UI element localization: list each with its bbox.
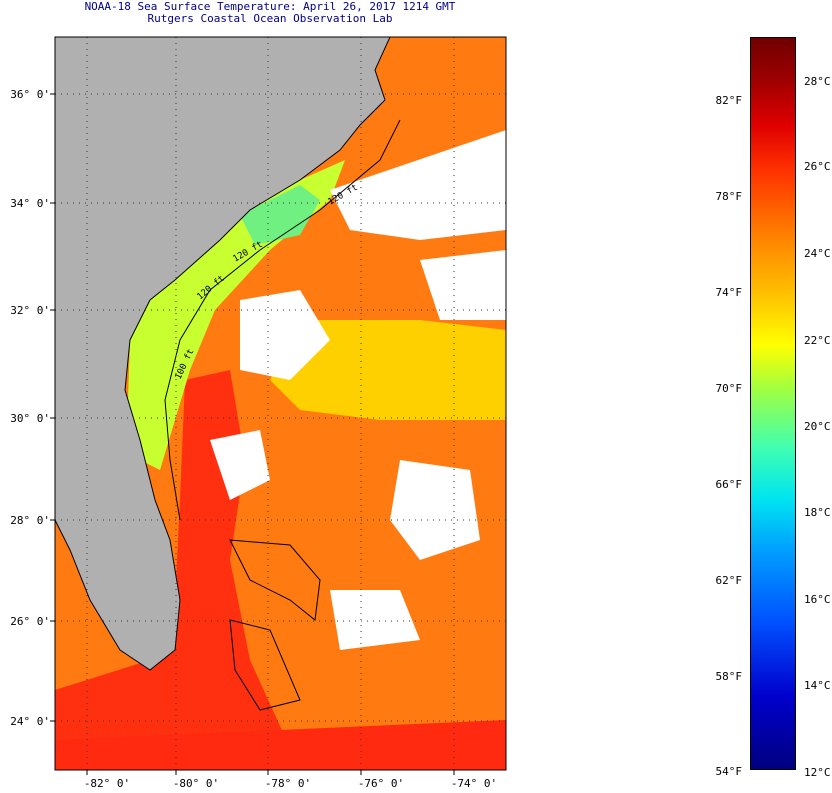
- celsius-label: 24°C: [804, 247, 831, 260]
- cloud-area-5: [390, 460, 480, 560]
- lat-label: 24° 0': [10, 715, 50, 728]
- fahrenheit-label: 66°F: [715, 478, 743, 491]
- celsius-label: 28°C: [804, 75, 831, 88]
- lat-label: 30° 0': [10, 412, 50, 425]
- celsius-label: 22°C: [804, 334, 831, 347]
- temperature-colorbar: [750, 37, 796, 770]
- lat-label: 28° 0': [10, 514, 50, 527]
- cloud-area-1: [330, 130, 506, 240]
- celsius-label: 14°C: [804, 679, 831, 692]
- shelf-water: [128, 160, 345, 470]
- lon-label: -80° 0': [172, 777, 220, 790]
- celsius-label: 16°C: [804, 593, 831, 606]
- lon-label: -76° 0': [357, 777, 405, 790]
- mid-ocean-yellow: [270, 320, 506, 420]
- lat-label: 36° 0': [10, 88, 50, 101]
- lat-label: 26° 0': [10, 615, 50, 628]
- land-mass: [55, 37, 391, 671]
- fahrenheit-label: 74°F: [715, 286, 743, 299]
- map-subtitle: Rutgers Coastal Ocean Observation Lab: [147, 12, 393, 25]
- celsius-label: 26°C: [804, 160, 831, 173]
- fahrenheit-label: 70°F: [715, 382, 743, 395]
- fahrenheit-label: 58°F: [715, 670, 743, 683]
- fahrenheit-label: 62°F: [715, 574, 743, 587]
- lat-label: 34° 0': [10, 197, 50, 210]
- celsius-label: 12°C: [804, 766, 831, 779]
- graticule: [55, 37, 506, 770]
- fahrenheit-label: 54°F: [715, 765, 743, 778]
- lat-label: 32° 0': [10, 304, 50, 317]
- cloud-area-3: [420, 250, 506, 320]
- map-frame: [54, 36, 507, 771]
- lon-label: -82° 0': [83, 777, 131, 790]
- lon-label: -74° 0': [450, 777, 498, 790]
- southern-warm-region: [55, 720, 506, 770]
- great-bahama-bank-outline: [229, 619, 301, 711]
- isobath-contour: [164, 119, 401, 521]
- map-title: NOAA-18 Sea Surface Temperature: April 2…: [84, 0, 456, 13]
- cloud-area-2: [240, 290, 330, 380]
- celsius-label: 20°C: [804, 420, 831, 433]
- axis-ticks: [50, 93, 455, 775]
- shelf-cold-patch: [240, 185, 320, 245]
- fahrenheit-label: 82°F: [715, 94, 743, 107]
- cloud-area-4: [210, 430, 270, 500]
- cloud-area-6: [330, 590, 420, 650]
- lon-label: -78° 0': [264, 777, 312, 790]
- celsius-label: 18°C: [804, 506, 831, 519]
- bahamas-bank-outline: [229, 539, 321, 621]
- fahrenheit-label: 78°F: [715, 190, 743, 203]
